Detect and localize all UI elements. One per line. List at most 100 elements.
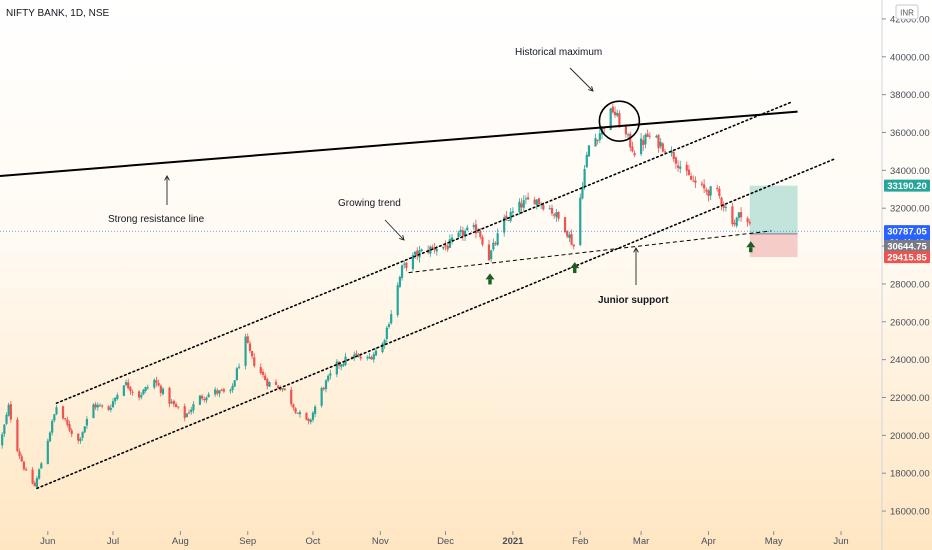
candle[interactable] [685,161,688,176]
candle[interactable] [450,234,454,245]
candle[interactable] [633,150,636,158]
candle[interactable] [51,419,54,436]
candle[interactable] [111,398,115,409]
candle[interactable] [494,241,497,246]
candle[interactable] [292,403,295,411]
candle[interactable] [305,412,308,421]
candle[interactable] [372,351,375,363]
candle[interactable] [446,243,449,252]
candle[interactable] [20,453,23,462]
candle[interactable] [416,247,419,261]
candle[interactable] [214,387,217,397]
candle[interactable] [185,412,189,418]
candle[interactable] [429,245,432,257]
candle[interactable] [709,185,712,201]
candle[interactable] [463,228,467,241]
candle[interactable] [731,202,734,227]
candle[interactable] [374,347,378,356]
candle[interactable] [33,480,36,487]
candle[interactable] [3,424,6,437]
candle[interactable] [733,219,736,227]
candle[interactable] [381,342,384,354]
channel-upper-line[interactable] [55,101,792,404]
candle[interactable] [659,138,662,149]
candle[interactable] [585,151,588,168]
candle[interactable] [487,239,491,261]
candle[interactable] [116,392,119,401]
candle[interactable] [248,340,252,353]
candle[interactable] [398,275,401,289]
candle[interactable] [94,401,97,410]
historical-max-circle[interactable] [598,100,641,142]
candle[interactable] [490,249,493,263]
candle[interactable] [370,355,373,360]
candle[interactable] [177,406,180,410]
junior-support-line[interactable] [408,230,772,274]
candle[interactable] [676,160,680,172]
candle[interactable] [735,216,738,228]
candle[interactable] [283,388,286,391]
candle[interactable] [5,412,8,426]
candle[interactable] [679,160,682,174]
candle[interactable] [7,402,10,417]
candle[interactable] [448,234,451,248]
candle[interactable] [720,196,723,211]
candle[interactable] [481,234,484,247]
candle[interactable] [474,219,478,239]
candle[interactable] [340,363,343,371]
candle[interactable] [511,207,514,216]
target-zone[interactable] [749,185,798,234]
candle[interactable] [722,201,725,212]
channel-lower-line[interactable] [36,158,836,490]
candle[interactable] [266,377,269,390]
candle[interactable] [55,404,58,416]
candle[interactable] [587,145,591,157]
candle[interactable] [35,475,39,489]
candle[interactable] [309,418,312,425]
candle[interactable] [327,374,330,383]
stop-zone[interactable] [749,233,798,258]
candle[interactable] [146,384,149,390]
candle[interactable] [746,216,749,227]
candle[interactable] [322,386,325,391]
candle[interactable] [142,388,145,396]
candle[interactable] [689,172,693,181]
candle[interactable] [613,106,617,118]
candle[interactable] [53,414,56,423]
candle[interactable] [96,402,99,411]
candle[interactable] [705,187,708,195]
candle[interactable] [524,195,528,205]
candle[interactable] [64,418,67,422]
candle[interactable] [640,133,643,157]
candle[interactable] [400,264,404,281]
candle[interactable] [366,355,369,361]
candle[interactable] [572,244,575,250]
candle[interactable] [268,381,271,387]
candle[interactable] [472,222,475,230]
candle[interactable] [314,404,317,418]
candle[interactable] [383,338,386,349]
candle[interactable] [631,141,634,153]
candle[interactable] [231,383,234,393]
candle[interactable] [244,333,247,370]
candle[interactable] [157,379,160,387]
candle[interactable] [594,133,597,147]
candle[interactable] [131,389,134,396]
candle[interactable] [396,282,399,318]
candle[interactable] [264,372,267,381]
candle[interactable] [507,219,510,222]
candle[interactable] [403,260,406,269]
candle[interactable] [1,432,4,449]
candle[interactable] [161,387,165,396]
candle[interactable] [457,230,460,239]
candle[interactable] [77,433,80,444]
candle[interactable] [218,390,221,398]
candle[interactable] [433,243,436,254]
candle[interactable] [201,394,204,401]
candle[interactable] [155,376,158,387]
candle[interactable] [68,420,71,433]
candle[interactable] [503,214,506,237]
candle[interactable] [566,230,569,239]
candle[interactable] [655,134,658,139]
candle[interactable] [461,226,465,241]
